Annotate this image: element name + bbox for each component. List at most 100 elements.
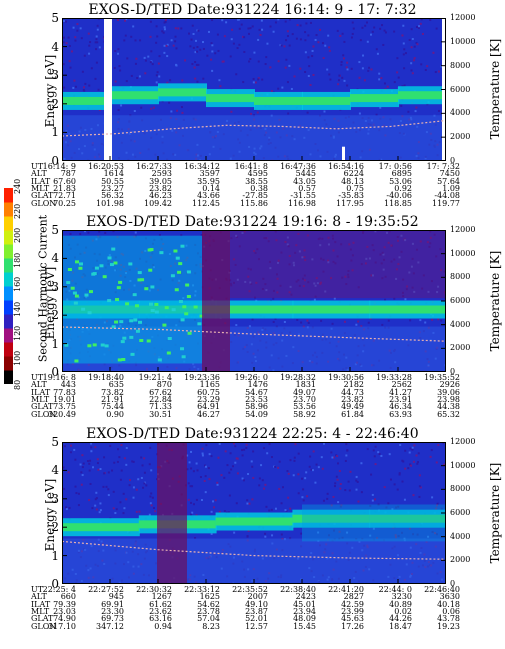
noise-cell	[323, 110, 326, 113]
noise-cell	[339, 505, 342, 508]
y-tick-label: 3	[51, 68, 59, 83]
noise-cell	[235, 73, 238, 76]
noise-cell	[230, 468, 233, 471]
noise-cell	[383, 82, 386, 85]
noise-cell	[319, 244, 322, 247]
noise-cell	[401, 34, 404, 37]
noise-cell	[372, 527, 375, 530]
noise-cell	[151, 63, 154, 66]
orbit-cell: 57.64	[437, 176, 460, 186]
y2-tick-label: 4000	[450, 108, 471, 118]
noise-cell	[137, 478, 140, 481]
noise-cell	[306, 319, 309, 322]
noise-cell	[98, 230, 101, 233]
noise-cell	[139, 39, 142, 42]
noise-cell	[288, 44, 291, 47]
burst-cell	[107, 299, 112, 303]
noise-cell	[400, 250, 403, 253]
noise-cell	[144, 72, 147, 75]
y2-tick-label: 0	[450, 367, 456, 376]
noise-cell	[80, 483, 83, 486]
noise-cell	[338, 74, 341, 77]
noise-cell	[184, 59, 187, 62]
orbit-cell: 22:33:12	[184, 585, 220, 594]
noise-cell	[254, 251, 257, 254]
noise-cell	[346, 531, 349, 534]
noise-cell	[337, 79, 340, 82]
noise-cell	[89, 482, 92, 485]
noise-cell	[338, 470, 341, 473]
noise-cell	[187, 482, 190, 485]
orbit-cell: 69.91	[101, 599, 124, 609]
noise-cell	[307, 281, 310, 284]
burst-cell	[78, 266, 83, 270]
noise-cell	[362, 231, 365, 234]
orbit-cell: 54.67	[245, 387, 268, 397]
noise-cell	[375, 113, 378, 116]
noise-cell	[246, 535, 249, 538]
orbit-cell: 347.12	[96, 621, 124, 631]
noise-cell	[355, 323, 358, 326]
noise-cell	[303, 279, 306, 282]
noise-cell	[79, 233, 82, 236]
noise-cell	[431, 318, 434, 321]
noise-cell	[158, 55, 161, 58]
noise-cell	[411, 257, 414, 260]
noise-cell	[303, 274, 306, 277]
noise-cell	[90, 67, 93, 70]
y-tick-label: 0	[51, 365, 59, 379]
noise-cell	[191, 24, 194, 27]
noise-cell	[291, 33, 294, 36]
orbit-cell: 0.90	[106, 409, 124, 419]
noise-cell	[382, 253, 385, 256]
noise-cell	[83, 230, 86, 233]
data-gap	[342, 146, 345, 161]
colorbar-swatch	[4, 356, 13, 371]
noise-cell	[312, 450, 315, 453]
noise-cell	[403, 498, 406, 501]
panel-title: EXOS-D/TED Date:931224 19:16: 8 - 19:35:…	[86, 214, 419, 230]
noise-cell	[417, 452, 420, 455]
noise-cell	[132, 486, 135, 489]
colorbar-swatch	[4, 370, 13, 385]
noise-cell	[63, 487, 66, 490]
noise-cell	[134, 39, 137, 42]
orbit-cell: 116.98	[288, 198, 316, 208]
noise-cell	[337, 462, 340, 465]
y-tick-label: 3	[51, 491, 59, 506]
noise-cell	[69, 451, 72, 454]
noise-cell	[238, 18, 241, 21]
noise-cell	[238, 245, 241, 248]
noise-cell	[435, 507, 438, 510]
orbit-table: UT ALT ILAT MLT GLAT GLON 19:16: 8 443 77.83 19.0…	[0, 373, 505, 424]
temperature-trace	[62, 119, 446, 137]
noise-cell	[379, 27, 382, 30]
noise-cell	[105, 485, 108, 488]
orbit-cell: 112.45	[192, 198, 220, 208]
orbit-cell: 22:38:40	[280, 585, 316, 594]
orbit-cell: 15.45	[293, 621, 316, 631]
orbit-cell: 22:46:40	[424, 585, 460, 594]
noise-cell	[389, 478, 392, 481]
noise-cell	[96, 28, 99, 31]
noise-cell	[175, 47, 178, 50]
noise-cell	[257, 78, 260, 81]
noise-cell	[252, 77, 255, 80]
noise-cell	[300, 532, 303, 535]
noise-cell	[277, 87, 280, 90]
orbit-row-label: ALT	[31, 169, 47, 179]
noise-cell	[350, 259, 353, 262]
burst-cell	[87, 344, 92, 348]
orbit-cell: 23.82	[341, 394, 364, 404]
noise-cell	[83, 54, 86, 57]
noise-cell	[69, 232, 72, 235]
orbit-cell: 19:16: 8	[42, 373, 76, 382]
orbit-cell: 23.98	[437, 394, 460, 404]
burst-cell	[107, 256, 112, 260]
noise-cell	[371, 30, 374, 33]
noise-cell	[397, 535, 400, 538]
noise-cell	[305, 22, 308, 25]
noise-cell	[305, 471, 308, 474]
orbit-row-label: ALT	[31, 592, 47, 602]
noise-cell	[99, 509, 102, 512]
